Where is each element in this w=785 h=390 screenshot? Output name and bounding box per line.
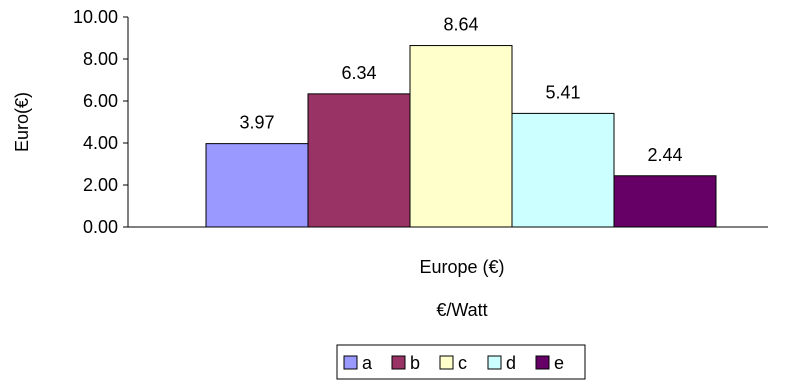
- legend-swatch-d: [487, 355, 502, 370]
- bar-c: [409, 45, 513, 228]
- y-tick-label: 8.00: [83, 49, 118, 69]
- data-label-a: 3.97: [239, 113, 274, 133]
- x-category-label: Europe (€): [419, 257, 504, 277]
- legend-label-b: b: [410, 353, 420, 373]
- y-axis: 0.00 2.00 4.00 6.00 8.00 10.00: [73, 7, 129, 237]
- legend-label-c: c: [458, 353, 467, 373]
- bar-a: [205, 143, 309, 228]
- legend-label-e: e: [554, 353, 564, 373]
- y-tick-label: 0.00: [83, 217, 118, 237]
- x-axis-title: €/Watt: [436, 300, 487, 320]
- bar-d: [511, 112, 615, 228]
- y-tick-label: 2.00: [83, 175, 118, 195]
- y-axis-title: Euro(€): [12, 92, 32, 152]
- bars: [205, 45, 717, 228]
- bar-b: [307, 93, 411, 228]
- legend-swatch-c: [439, 355, 454, 370]
- legend: a b c d e: [336, 344, 586, 380]
- bar-e: [613, 175, 717, 228]
- legend-swatch-e: [535, 355, 550, 370]
- legend-label-d: d: [506, 353, 516, 373]
- legend-label-a: a: [362, 353, 373, 373]
- data-label-c: 8.64: [443, 15, 478, 35]
- legend-swatch-a: [343, 355, 358, 370]
- y-tick-label: 4.00: [83, 133, 118, 153]
- legend-swatch-b: [391, 355, 406, 370]
- data-labels: 3.97 6.34 8.64 5.41 2.44: [239, 15, 682, 165]
- y-tick-label: 6.00: [83, 91, 118, 111]
- y-tick-label: 10.00: [73, 7, 118, 27]
- data-label-e: 2.44: [647, 145, 682, 165]
- data-label-b: 6.34: [341, 63, 376, 83]
- data-label-d: 5.41: [545, 82, 580, 102]
